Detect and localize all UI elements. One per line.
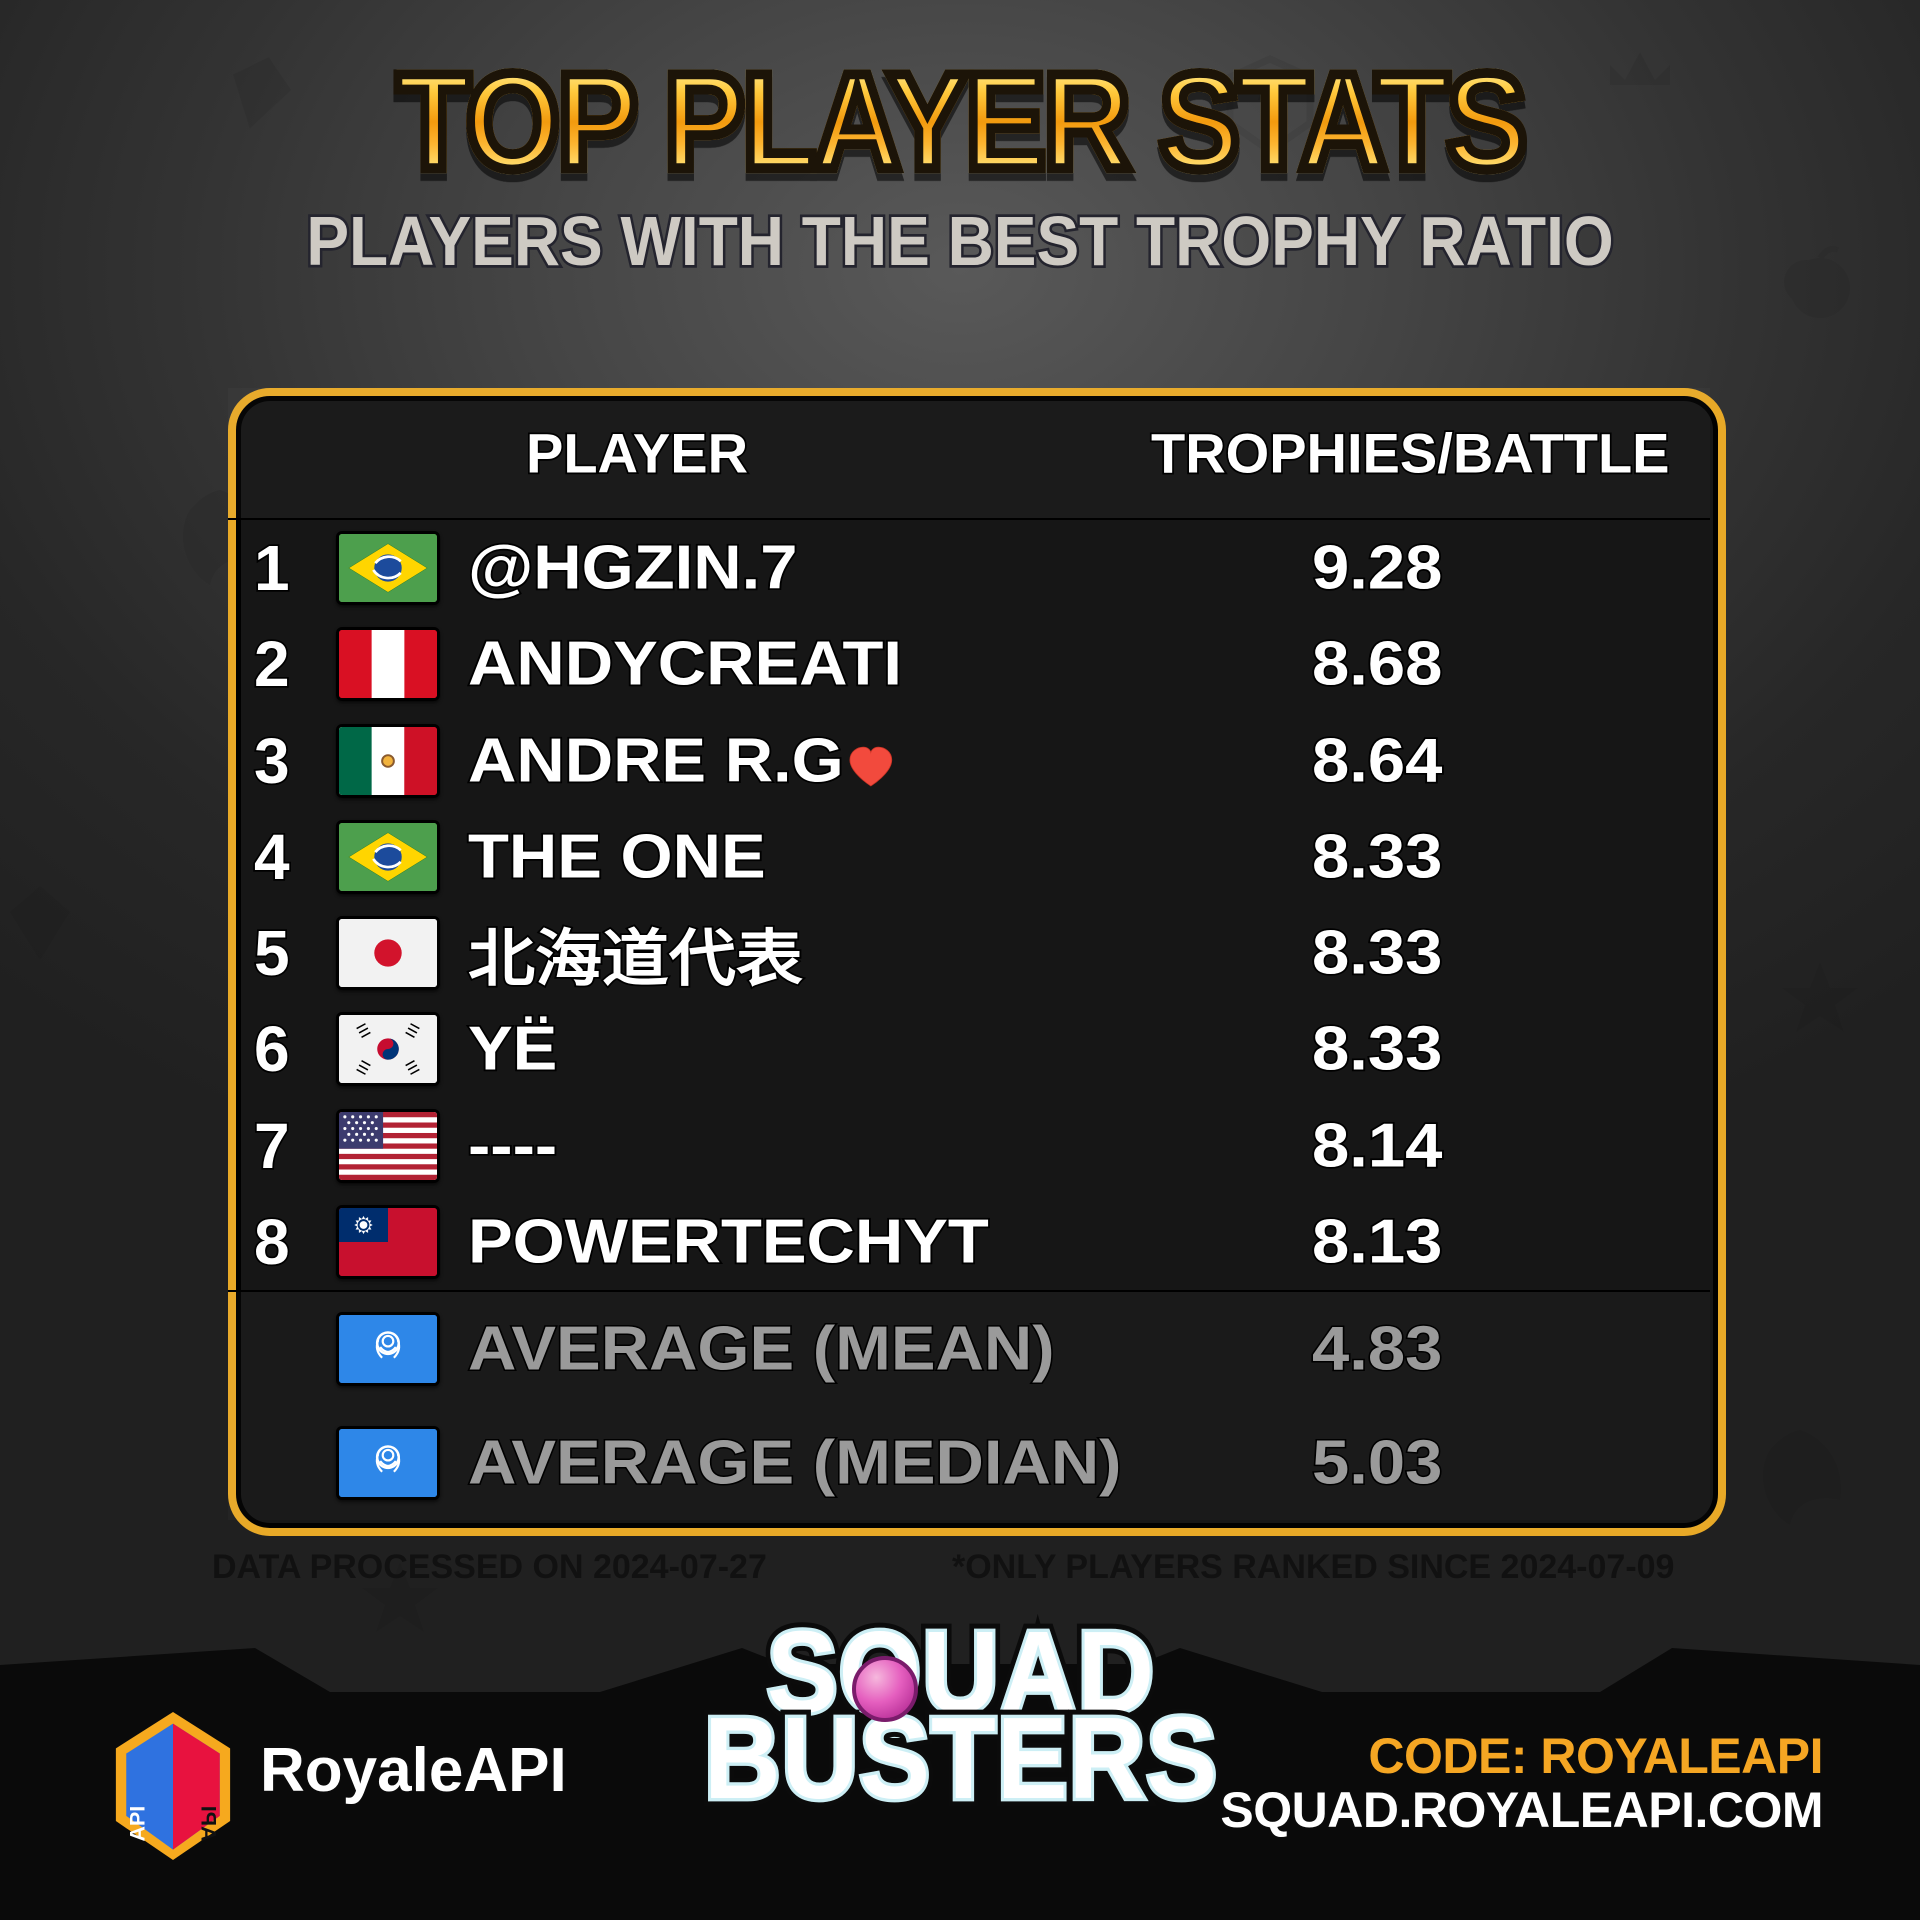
svg-text:API: API [125,1806,149,1842]
svg-text:API: API [197,1806,221,1842]
